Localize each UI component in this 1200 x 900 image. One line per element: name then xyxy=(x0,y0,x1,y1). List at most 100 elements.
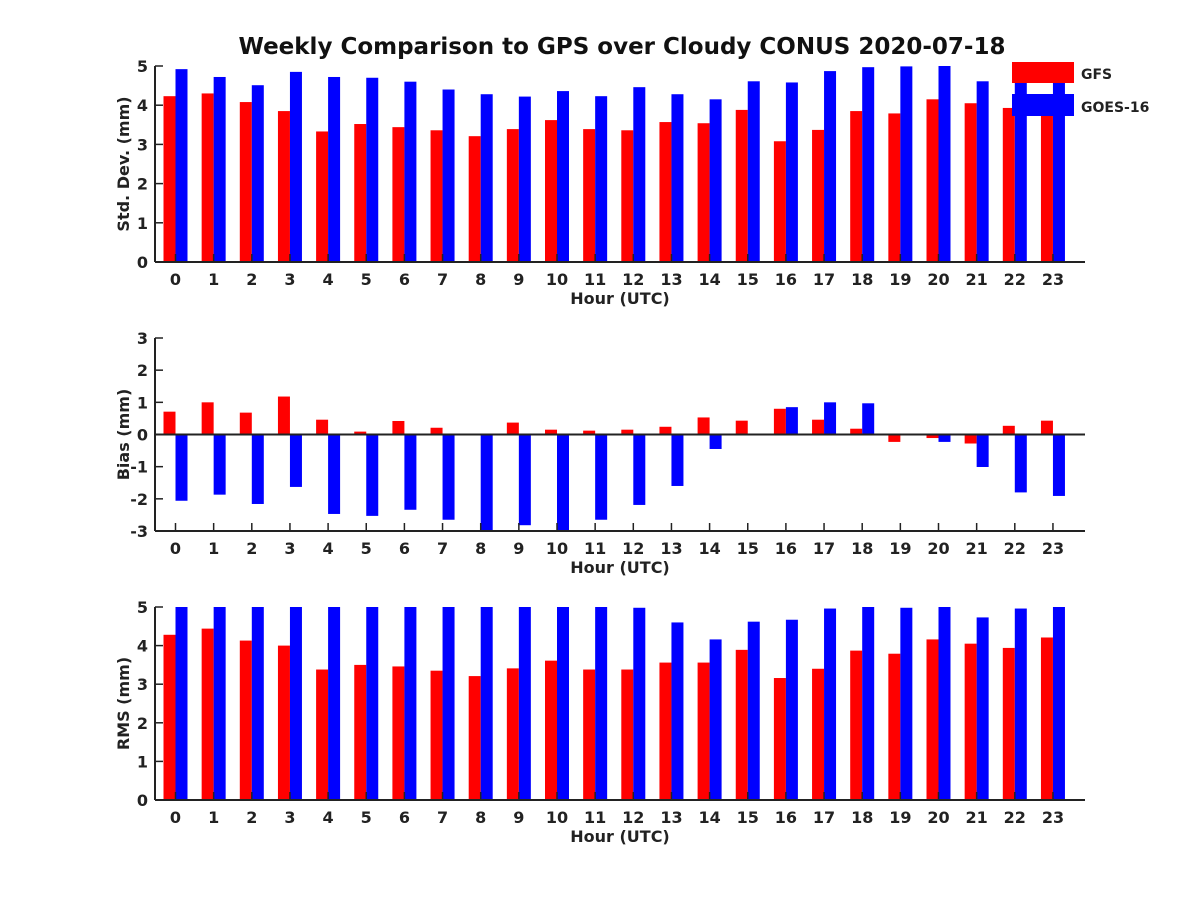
std-dev-bar-goes16-9 xyxy=(518,96,531,262)
bias-y-tick-label: -1 xyxy=(130,458,148,477)
rms-bar-gfs-1 xyxy=(201,628,214,800)
bias-bar-goes16-18 xyxy=(862,403,875,435)
bias-bar-goes16-23 xyxy=(1052,434,1065,496)
rms-bar-gfs-14 xyxy=(697,662,710,800)
bias-bar-goes16-11 xyxy=(595,434,608,520)
rms-bar-goes16-8 xyxy=(480,607,493,800)
std-dev-bar-goes16-16 xyxy=(785,82,798,263)
bias-y-tick-label: 1 xyxy=(137,393,148,412)
std-dev-bar-gfs-19 xyxy=(888,113,901,263)
bias-bar-gfs-0 xyxy=(163,411,176,435)
bias-bar-gfs-9 xyxy=(506,422,519,435)
rms-x-tick-label: 15 xyxy=(737,808,759,827)
bias-x-tick-label: 18 xyxy=(851,539,873,558)
rms-bar-gfs-0 xyxy=(163,634,176,800)
bias-bar-gfs-13 xyxy=(659,426,672,435)
bias-bar-gfs-6 xyxy=(392,420,405,435)
bias-bar-goes16-7 xyxy=(442,434,455,520)
bias-bar-goes16-12 xyxy=(633,434,646,505)
rms-bar-gfs-9 xyxy=(506,668,519,800)
bias-x-tick-label: 2 xyxy=(246,539,257,558)
std-dev-y-tick-label: 5 xyxy=(137,57,148,76)
rms-y-tick-label: 3 xyxy=(137,675,148,694)
std-dev-x-tick-label: 18 xyxy=(851,270,873,289)
bias-bar-gfs-19 xyxy=(888,434,901,442)
rms-bar-goes16-17 xyxy=(824,608,837,800)
rms-x-tick-label: 19 xyxy=(889,808,911,827)
std-dev-x-tick-label: 3 xyxy=(284,270,295,289)
rms-x-tick-label: 17 xyxy=(813,808,835,827)
std-dev-x-tick-label: 8 xyxy=(475,270,486,289)
rms-bar-goes16-0 xyxy=(175,607,188,800)
chart-title: Weekly Comparison to GPS over Cloudy CON… xyxy=(239,34,1006,60)
bias-x-tick-label: 22 xyxy=(1004,539,1026,558)
std-dev-bar-gfs-18 xyxy=(850,111,863,262)
rms-bar-gfs-18 xyxy=(850,650,863,800)
std-dev-bar-goes16-20 xyxy=(938,66,951,262)
bias-x-tick-label: 15 xyxy=(737,539,759,558)
std-dev-bar-goes16-22 xyxy=(1014,82,1027,263)
rms-x-tick-label: 10 xyxy=(546,808,568,827)
std-dev-x-tick-label: 17 xyxy=(813,270,835,289)
std-dev-x-tick-label: 11 xyxy=(584,270,606,289)
bias-bar-goes16-6 xyxy=(404,434,417,510)
rms-x-tick-label: 12 xyxy=(622,808,644,827)
rms-y-axis-label: RMS (mm) xyxy=(114,657,133,750)
rms-bar-gfs-23 xyxy=(1040,637,1053,800)
std-dev-bar-gfs-15 xyxy=(735,109,748,263)
std-dev-bar-goes16-6 xyxy=(404,81,417,263)
std-dev-bar-gfs-4 xyxy=(316,131,329,262)
bias-x-tick-label: 13 xyxy=(660,539,682,558)
bias-x-tick-label: 20 xyxy=(927,539,949,558)
bias-bar-gfs-17 xyxy=(812,419,825,435)
rms-x-tick-label: 5 xyxy=(361,808,372,827)
bias-bar-goes16-10 xyxy=(557,434,569,531)
rms-x-tick-label: 2 xyxy=(246,808,257,827)
bias-bar-gfs-11 xyxy=(583,430,596,435)
rms-bar-gfs-20 xyxy=(926,639,939,800)
std-dev-bar-goes16-5 xyxy=(366,77,379,262)
bias-bar-goes16-21 xyxy=(976,434,989,467)
rms-bar-gfs-19 xyxy=(888,653,901,800)
std-dev-x-tick-label: 19 xyxy=(889,270,911,289)
rms-x-tick-label: 22 xyxy=(1004,808,1026,827)
rms-bar-goes16-7 xyxy=(442,607,455,800)
std-dev-bar-gfs-8 xyxy=(468,136,481,262)
std-dev-bar-goes16-17 xyxy=(824,71,837,262)
std-dev-bar-goes16-4 xyxy=(328,76,341,262)
rms-x-tick-label: 1 xyxy=(208,808,219,827)
std-dev-x-tick-label: 12 xyxy=(622,270,644,289)
std-dev-bar-gfs-12 xyxy=(621,130,634,262)
std-dev-bar-goes16-21 xyxy=(976,81,989,262)
std-dev-y-axis-label: Std. Dev. (mm) xyxy=(114,96,133,231)
std-dev-x-tick-label: 4 xyxy=(323,270,334,289)
rms-bar-gfs-7 xyxy=(430,670,443,800)
rms-x-tick-label: 0 xyxy=(170,808,181,827)
rms-bar-gfs-22 xyxy=(1002,647,1015,800)
bias-bar-gfs-1 xyxy=(201,402,214,435)
std-dev-bar-goes16-15 xyxy=(747,81,760,262)
rms-bar-goes16-13 xyxy=(671,622,684,800)
bias-bar-goes16-20 xyxy=(938,434,951,442)
rms-x-tick-label: 20 xyxy=(927,808,949,827)
bias-bar-goes16-22 xyxy=(1014,434,1027,493)
bias-x-tick-label: 17 xyxy=(813,539,835,558)
rms-x-tick-label: 11 xyxy=(584,808,606,827)
bias-y-tick-label: 2 xyxy=(137,361,148,380)
bias-x-tick-label: 16 xyxy=(775,539,797,558)
bias-bar-gfs-15 xyxy=(735,420,748,435)
std-dev-bar-gfs-6 xyxy=(392,127,405,263)
rms-bar-goes16-18 xyxy=(862,607,875,800)
bias-bar-gfs-7 xyxy=(430,427,443,435)
rms-y-tick-label: 4 xyxy=(137,637,148,656)
rms-bar-goes16-1 xyxy=(213,607,226,800)
bias-bar-goes16-5 xyxy=(366,434,379,516)
std-dev-bar-gfs-9 xyxy=(506,129,519,262)
rms-y-tick-label: 5 xyxy=(137,598,148,617)
std-dev-x-tick-label: 2 xyxy=(246,270,257,289)
bias-bar-goes16-17 xyxy=(824,402,837,435)
std-dev-bar-goes16-8 xyxy=(480,94,493,262)
bias-bar-goes16-14 xyxy=(709,434,722,449)
bias-x-tick-label: 12 xyxy=(622,539,644,558)
